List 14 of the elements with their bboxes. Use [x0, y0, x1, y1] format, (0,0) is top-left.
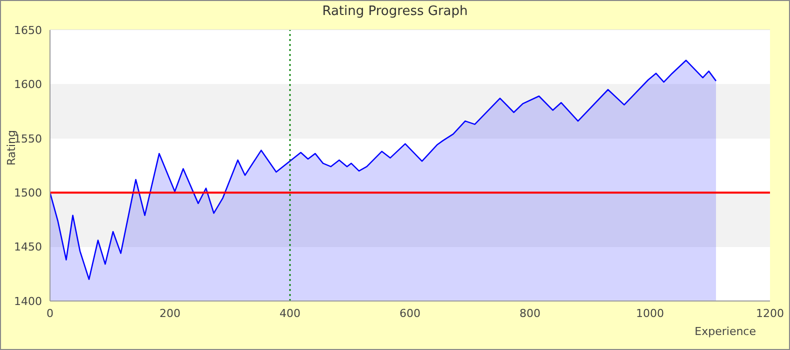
- x-axis-title: Experience: [694, 325, 756, 338]
- y-tick-label: 1600: [14, 78, 42, 92]
- x-tick-label: 400: [280, 306, 300, 320]
- y-tick-label: 1650: [14, 24, 42, 37]
- x-tick-label: 1200: [756, 306, 784, 320]
- y-tick-label: 1500: [14, 186, 42, 200]
- y-tick-label: 1450: [14, 240, 42, 254]
- x-tick-label: 800: [520, 306, 540, 320]
- y-tick-label: 1400: [14, 294, 42, 308]
- x-tick-label: 1000: [636, 306, 664, 320]
- chart-title: Rating Progress Graph: [321, 4, 469, 19]
- x-tick-label: 600: [400, 306, 420, 320]
- x-tick-label: 0: [46, 306, 54, 320]
- x-tick-label: 200: [160, 306, 180, 320]
